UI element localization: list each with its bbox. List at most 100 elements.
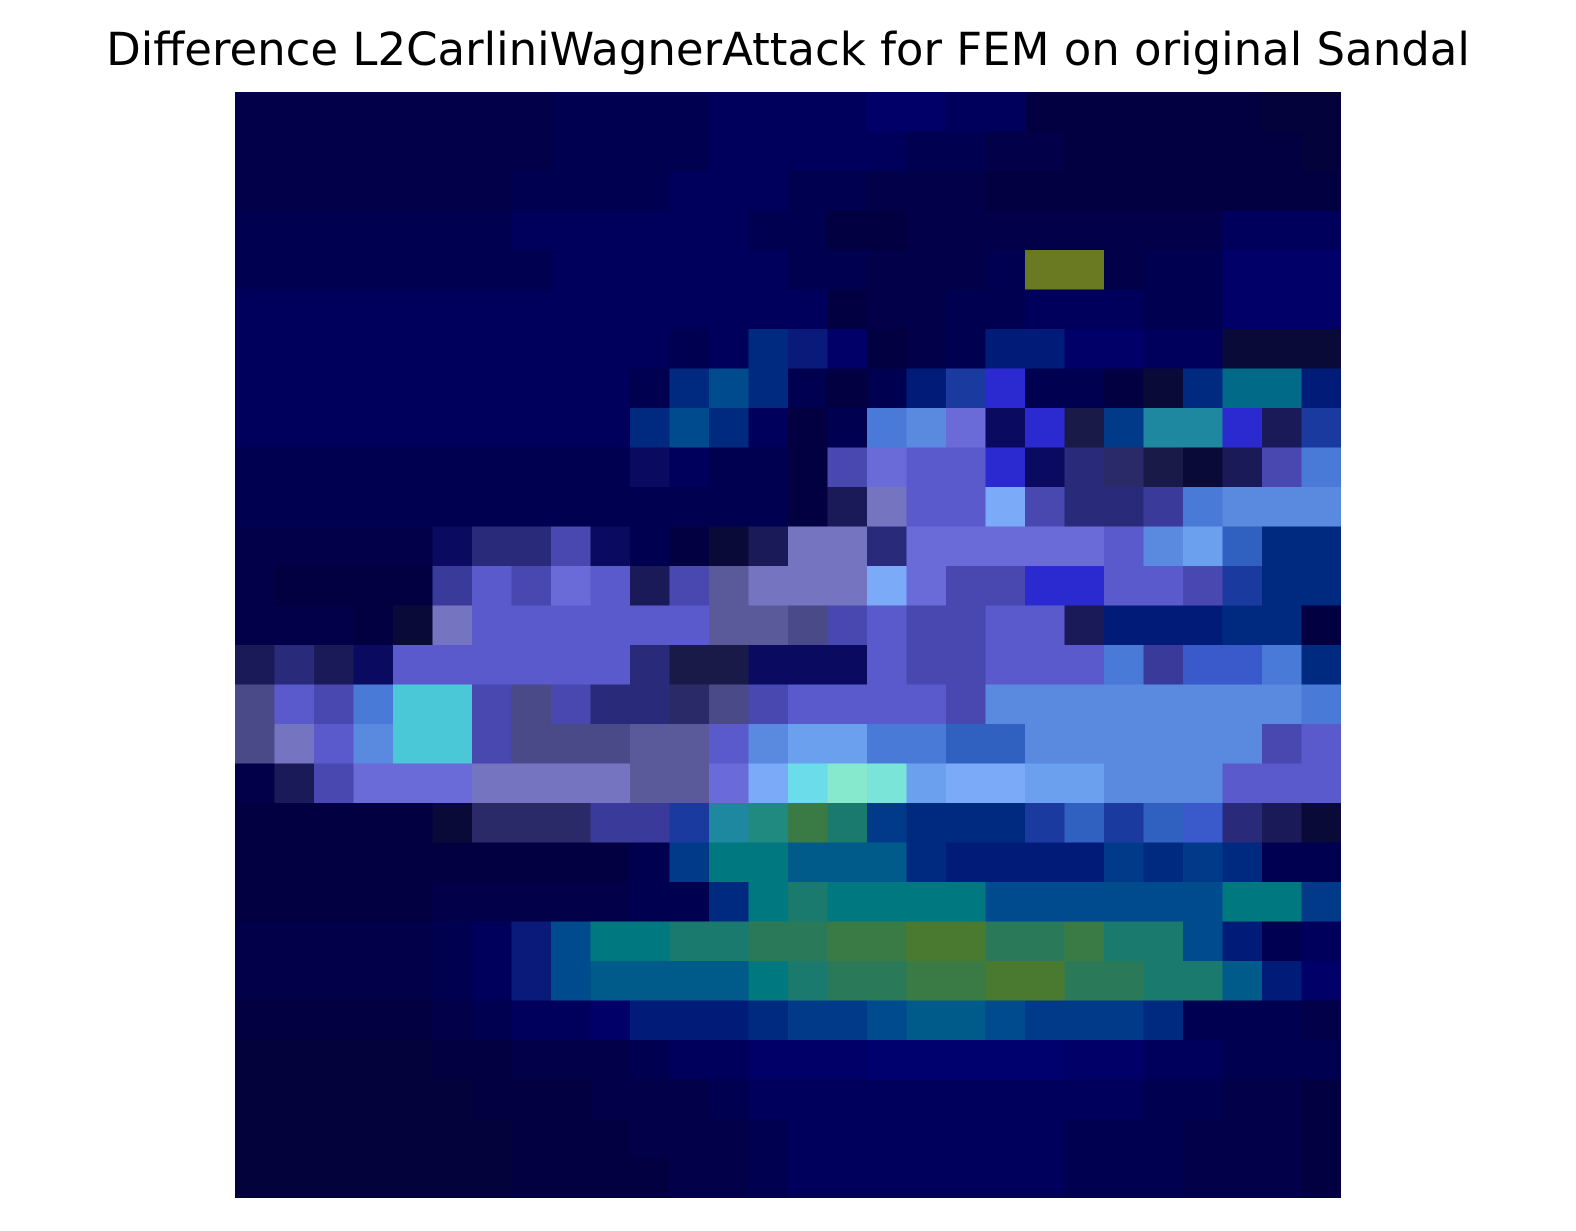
heatmap-cell (314, 289, 355, 330)
heatmap-cell (314, 882, 355, 923)
heatmap-cell (353, 92, 394, 133)
heatmap-cell (906, 566, 947, 607)
heatmap-cell (1301, 1158, 1341, 1198)
heatmap-cell (1222, 487, 1263, 528)
heatmap-cell (353, 329, 394, 370)
heatmap-cell (590, 408, 631, 449)
heatmap-cell (709, 171, 750, 212)
heatmap-cell (788, 882, 829, 923)
heatmap-cell (1143, 210, 1184, 251)
heatmap-cell (1183, 605, 1224, 646)
heatmap-cell (353, 842, 394, 883)
heatmap-cell (1262, 684, 1303, 725)
heatmap-cell (985, 131, 1026, 172)
heatmap-cell (1183, 131, 1224, 172)
heatmap-cell (788, 1158, 829, 1198)
heatmap-cell (393, 1000, 434, 1041)
heatmap-cell (1222, 131, 1263, 172)
heatmap-cell (1222, 526, 1263, 567)
heatmap-cell (946, 131, 987, 172)
heatmap-cell (1104, 526, 1145, 567)
heatmap-cell (511, 289, 552, 330)
heatmap-cell (709, 289, 750, 330)
heatmap-cell (511, 1040, 552, 1081)
heatmap-cell (1183, 368, 1224, 409)
heatmap-cell (393, 882, 434, 923)
heatmap-cell (353, 645, 394, 686)
heatmap-cell (590, 447, 631, 488)
heatmap-cell (946, 566, 987, 607)
heatmap-cell (788, 724, 829, 765)
heatmap-cell (748, 329, 789, 370)
heatmap-cell (1301, 842, 1341, 883)
heatmap-cell (353, 605, 394, 646)
heatmap-cell (393, 763, 434, 804)
heatmap-cell (1183, 961, 1224, 1002)
heatmap-cell (630, 724, 671, 765)
heatmap-cell (235, 566, 276, 607)
heatmap-cell (274, 131, 315, 172)
heatmap-cell (432, 645, 473, 686)
heatmap-cell (906, 329, 947, 370)
heatmap-cell (748, 210, 789, 251)
heatmap-cell (274, 526, 315, 567)
heatmap-cell (1143, 1158, 1184, 1198)
heatmap-cell (1104, 1158, 1145, 1198)
heatmap-cell (472, 605, 513, 646)
heatmap-cell (235, 1040, 276, 1081)
heatmap-cell (946, 842, 987, 883)
heatmap-cell (788, 250, 829, 291)
heatmap-cell (709, 763, 750, 804)
heatmap-cell (1143, 1079, 1184, 1120)
heatmap-cell (1064, 1079, 1105, 1120)
heatmap-cell (1262, 210, 1303, 251)
heatmap-cell (274, 961, 315, 1002)
heatmap-cell (1183, 289, 1224, 330)
heatmap-cell (551, 803, 592, 844)
heatmap-cell (1301, 131, 1341, 172)
heatmap-cell (1183, 1000, 1224, 1041)
heatmap-cell (709, 1040, 750, 1081)
heatmap-cell (1064, 684, 1105, 725)
heatmap-cell (709, 842, 750, 883)
heatmap-cell (867, 724, 908, 765)
heatmap-cell (630, 1079, 671, 1120)
heatmap-cell (511, 842, 552, 883)
heatmap-cell (709, 566, 750, 607)
heatmap-cell (1104, 368, 1145, 409)
heatmap-cell (788, 131, 829, 172)
heatmap-cell (1104, 1040, 1145, 1081)
heatmap-cell (748, 1158, 789, 1198)
heatmap-cell (867, 1000, 908, 1041)
heatmap-cell (1262, 171, 1303, 212)
heatmap-cell (590, 803, 631, 844)
heatmap-cell (511, 1000, 552, 1041)
heatmap-cell (353, 447, 394, 488)
heatmap-cell (985, 961, 1026, 1002)
heatmap-cell (1262, 368, 1303, 409)
heatmap-cell (1104, 882, 1145, 923)
heatmap-cell (393, 921, 434, 962)
heatmap-cell (906, 408, 947, 449)
heatmap-cell (1222, 605, 1263, 646)
heatmap-cell (827, 408, 868, 449)
heatmap-cell (906, 1040, 947, 1081)
heatmap-cell (788, 210, 829, 251)
heatmap-cell (867, 605, 908, 646)
heatmap-cell (788, 961, 829, 1002)
heatmap-cell (393, 961, 434, 1002)
heatmap-cell (1064, 329, 1105, 370)
heatmap-cell (867, 803, 908, 844)
heatmap-cell (1025, 131, 1066, 172)
heatmap-cell (314, 329, 355, 370)
heatmap-cell (630, 684, 671, 725)
heatmap-cell (906, 1079, 947, 1120)
heatmap-cell (1064, 882, 1105, 923)
heatmap-cell (1222, 289, 1263, 330)
heatmap-cell (1262, 921, 1303, 962)
heatmap-cell (472, 1158, 513, 1198)
heatmap-cell (432, 1158, 473, 1198)
heatmap-cell (669, 605, 710, 646)
heatmap-cell (472, 724, 513, 765)
heatmap-cell (314, 803, 355, 844)
